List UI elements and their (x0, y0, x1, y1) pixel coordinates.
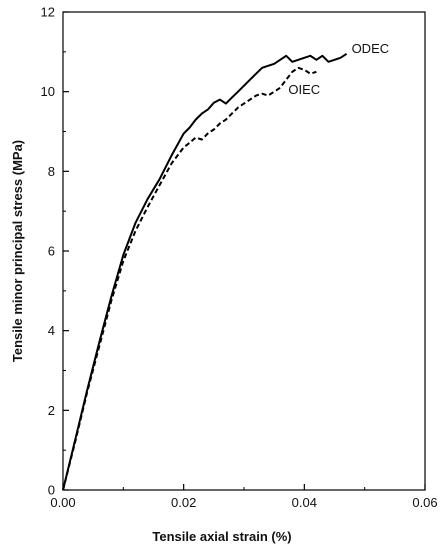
series-line-odec (62, 52, 348, 491)
x-axis-title: Tensile axial strain (%) (152, 529, 291, 544)
y-tick-label: 8 (48, 164, 55, 179)
y-axis-title: Tensile minor principal stress (MPa) (10, 140, 25, 362)
axis-tick-labels: 0.00 0.02 0.04 0.06 0 2 4 6 8 10 12 (41, 5, 438, 511)
x-tick-label: 0.06 (412, 495, 437, 510)
x-tick-label: 0.02 (171, 495, 196, 510)
series-line-oiec (62, 66, 317, 491)
series-label-oiec: OIEC (288, 82, 320, 97)
series-label-odec: ODEC (352, 41, 390, 56)
y-tick-label: 10 (41, 84, 55, 99)
y-tick-label: 6 (48, 244, 55, 259)
y-tick-label: 0 (48, 483, 55, 498)
axis-ticks (62, 11, 426, 491)
series-lines (62, 52, 348, 491)
series-labels: ODEC OIEC (288, 41, 389, 97)
x-tick-label: 0.00 (50, 495, 75, 510)
plot-frame (62, 11, 426, 491)
y-tick-label: 2 (48, 403, 55, 418)
x-tick-label: 0.04 (292, 495, 317, 510)
y-tick-label: 12 (41, 5, 55, 20)
y-tick-label: 4 (48, 323, 55, 338)
